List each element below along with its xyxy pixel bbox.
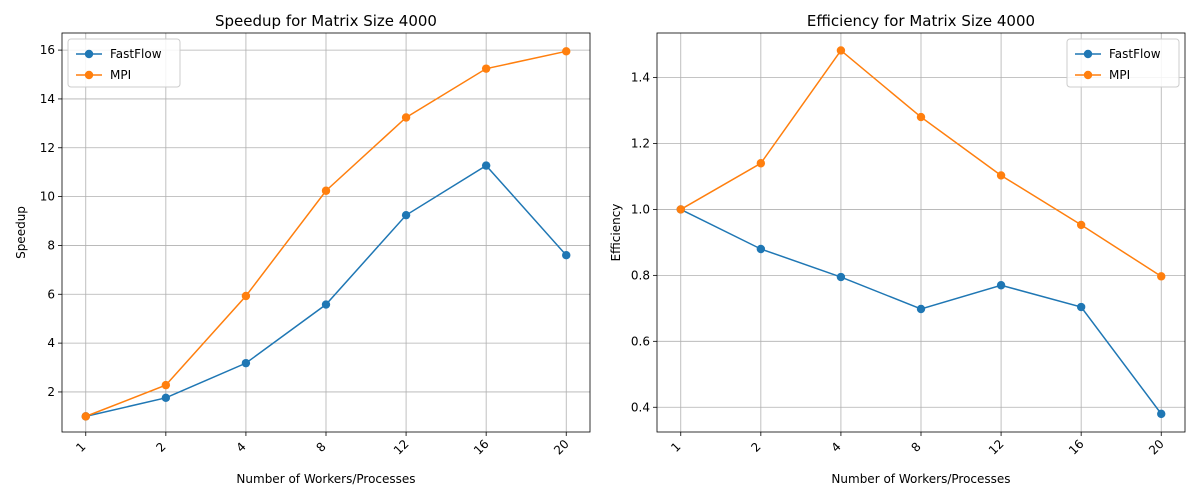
y-tick-label: 4: [47, 336, 55, 350]
x-tick-label: 20: [551, 437, 572, 458]
x-tick-label: 1: [668, 440, 683, 455]
legend-label: MPI: [110, 68, 131, 82]
legend-label: FastFlow: [1109, 47, 1161, 61]
y-tick-label: 1.4: [631, 71, 650, 85]
x-tick-label: 2: [748, 440, 763, 455]
data-point: [756, 159, 766, 168]
data-point: [1076, 220, 1086, 230]
speedup-grid: [62, 33, 590, 432]
y-tick-label: 2: [47, 385, 55, 399]
y-tick-label: 8: [47, 238, 55, 252]
legend-label: MPI: [1109, 68, 1130, 82]
legend-marker: [84, 70, 94, 80]
efficiency-chart-ylabel: Efficiency: [609, 204, 623, 262]
x-tick-label: 2: [153, 440, 168, 455]
y-tick-label: 1.0: [631, 202, 650, 216]
speedup-legend: FastFlow MPI: [67, 38, 181, 88]
data-point: [996, 171, 1006, 180]
y-tick-label: 12: [40, 141, 55, 155]
data-point: [916, 304, 926, 314]
series-mpi: [81, 47, 571, 421]
y-tick-label: 10: [40, 190, 55, 204]
speedup-chart-title: Speedup for Matrix Size 4000: [215, 12, 437, 30]
y-tick-label: 14: [40, 92, 55, 106]
data-point: [161, 380, 171, 390]
data-point: [996, 281, 1006, 290]
x-tick-label: 20: [1146, 437, 1167, 458]
y-tick-label: 16: [40, 43, 55, 57]
y-tick-label: 0.8: [631, 268, 650, 282]
data-point: [562, 47, 571, 56]
data-point: [241, 358, 251, 368]
data-point: [916, 112, 926, 122]
efficiency-chart: Efficiency for Matrix Size 4000 Number o…: [609, 12, 1186, 486]
x-tick-label: 4: [828, 440, 843, 455]
legend-marker: [84, 49, 94, 59]
efficiency-chart-xlabel: Number of Workers/Processes: [831, 472, 1010, 486]
speedup-axes-frame: [61, 32, 591, 433]
x-tick-label: 16: [1066, 437, 1087, 458]
legend-marker: [1083, 70, 1093, 80]
data-point: [676, 205, 685, 214]
data-point: [321, 186, 331, 195]
x-tick-label: 8: [314, 440, 329, 455]
data-point: [1157, 272, 1166, 281]
series-mpi: [676, 46, 1166, 281]
data-point: [1076, 302, 1086, 312]
data-point: [481, 64, 491, 73]
speedup-chart-xlabel: Number of Workers/Processes: [236, 472, 415, 486]
series-fastflow: [81, 161, 571, 421]
efficiency-ticks: 1 2 4 8 12 16 200.40.60.81.01.21.4: [631, 71, 1167, 458]
data-point: [401, 113, 411, 122]
data-point: [321, 300, 331, 309]
data-point: [1157, 409, 1166, 419]
speedup-chart: Speedup for Matrix Size 4000 Number of W…: [14, 12, 591, 486]
legend-label: FastFlow: [110, 47, 162, 61]
data-point: [401, 210, 411, 220]
efficiency-legend: FastFlow MPI: [1066, 38, 1180, 88]
x-tick-label: 12: [391, 437, 412, 458]
speedup-chart-ylabel: Speedup: [14, 206, 28, 259]
data-point: [81, 412, 90, 421]
x-tick-label: 8: [909, 440, 924, 455]
legend-marker: [1083, 49, 1093, 59]
data-point: [836, 46, 846, 55]
x-tick-label: 16: [471, 437, 492, 458]
y-tick-label: 0.6: [631, 334, 650, 348]
data-point: [836, 272, 846, 282]
data-point: [756, 244, 766, 254]
efficiency-axes-frame: [656, 32, 1186, 433]
x-tick-label: 12: [986, 437, 1007, 458]
efficiency-grid: [657, 33, 1185, 432]
y-tick-label: 1.2: [631, 136, 650, 150]
y-tick-label: 6: [47, 287, 55, 301]
data-point: [241, 291, 251, 301]
data-point: [562, 251, 571, 260]
efficiency-chart-title: Efficiency for Matrix Size 4000: [807, 12, 1035, 30]
x-tick-label: 4: [233, 440, 248, 455]
x-tick-label: 1: [73, 440, 88, 455]
y-tick-label: 0.4: [631, 400, 650, 414]
data-point: [161, 393, 171, 403]
data-point: [481, 161, 491, 170]
